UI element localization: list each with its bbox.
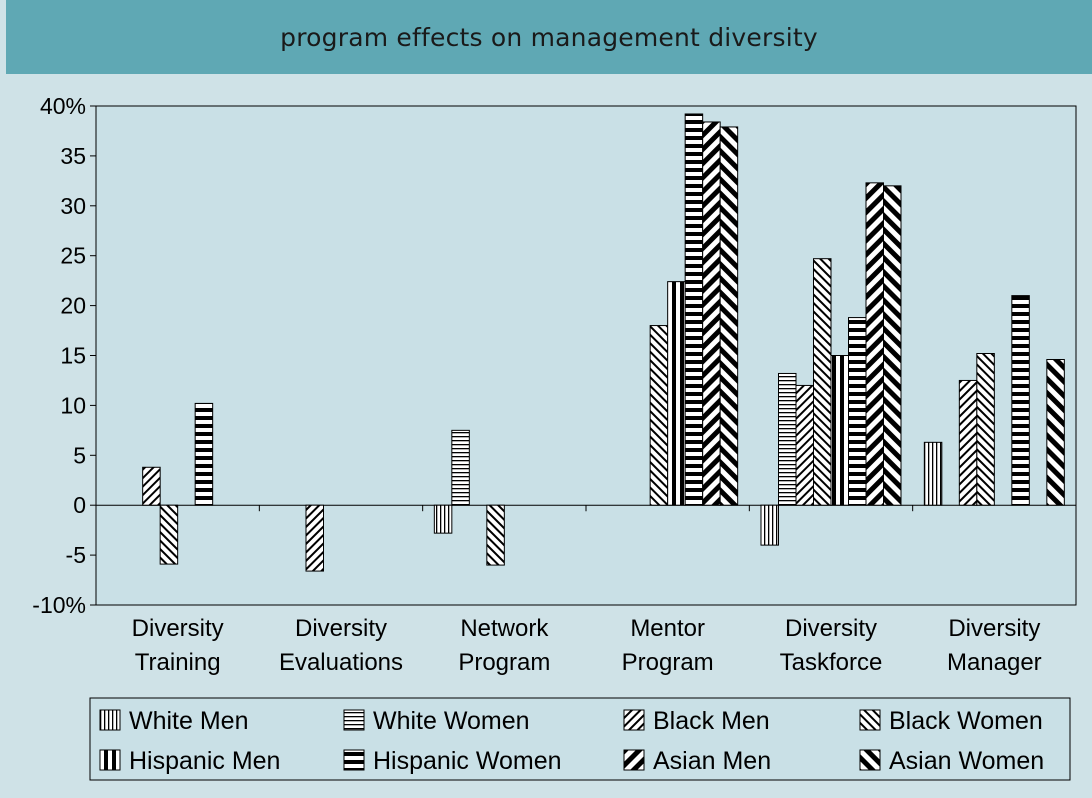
x-category-label: Diversity Taskforce <box>780 615 883 676</box>
x-category-label: Mentor Program <box>622 615 714 676</box>
y-tick-label: 35 <box>60 143 86 169</box>
legend-label: Hispanic Men <box>129 747 280 775</box>
x-category-label: Diversity Training <box>132 615 224 676</box>
legend-swatch <box>343 709 365 731</box>
bar-hispanic-men <box>667 281 686 506</box>
bar-black-women <box>813 258 832 506</box>
legend-label: Black Men <box>653 707 770 735</box>
bar-white-women <box>778 372 797 506</box>
y-tick-label: 25 <box>60 243 86 269</box>
y-tick-label: -5 <box>66 542 86 568</box>
y-tick-label: 0 <box>73 492 86 518</box>
bar-white-men <box>760 504 779 546</box>
x-category-label: Diversity Evaluations <box>279 615 403 676</box>
legend-label: White Women <box>373 707 530 735</box>
bar-black-women <box>159 504 179 565</box>
x-category-label-line: Program <box>458 649 550 676</box>
legend-label: Asian Women <box>889 747 1044 775</box>
x-category-label-line: Mentor <box>630 615 705 642</box>
x-category-label-line: Evaluations <box>279 649 403 676</box>
x-category-label-line: Program <box>622 649 714 676</box>
x-category-label-line: Training <box>135 649 221 676</box>
bar-hispanic-women <box>1011 295 1030 506</box>
y-tick-label: 40% <box>40 93 86 119</box>
legend-label: White Men <box>129 707 248 735</box>
bar-black-men <box>795 384 814 506</box>
x-category-label-line: Diversity <box>948 615 1040 642</box>
bar-black-men <box>142 466 161 506</box>
bar-asian-women <box>883 185 902 506</box>
x-category-label-line: Diversity <box>785 615 877 642</box>
plot-area <box>95 105 1077 606</box>
legend-swatch <box>343 749 365 771</box>
bar-asian-men <box>702 121 721 506</box>
bar-black-women <box>976 353 995 506</box>
y-tick-label: 15 <box>60 343 86 369</box>
bar-black-women <box>486 504 505 566</box>
bar-hispanic-women <box>848 317 867 506</box>
bar-black-women <box>649 325 669 506</box>
legend-swatch <box>99 709 121 731</box>
legend-swatch <box>623 709 645 731</box>
bar-black-men <box>305 504 324 572</box>
bar-hispanic-women <box>684 113 704 506</box>
legend-swatch <box>623 749 645 771</box>
bar-hispanic-men <box>830 355 849 506</box>
y-tick-label: -10% <box>32 592 86 618</box>
y-tick-label: 20 <box>60 293 86 319</box>
bar-black-men <box>958 379 978 506</box>
x-category-label-line: Diversity <box>295 615 387 642</box>
legend-label: Hispanic Women <box>373 747 562 775</box>
bar-asian-women <box>719 126 739 506</box>
bar-white-men <box>433 504 453 534</box>
x-category-label: Diversity Manager <box>947 615 1042 676</box>
x-category-label-line: Taskforce <box>780 649 883 676</box>
x-category-label-line: Diversity <box>132 615 224 642</box>
chart-header: program effects on management diversity <box>6 0 1092 74</box>
legend-swatch <box>99 749 121 771</box>
x-category-label-line: Manager <box>947 649 1042 676</box>
bar-hispanic-women <box>194 402 214 506</box>
legend-swatch <box>859 709 881 731</box>
legend-box <box>89 697 1071 781</box>
bar-asian-men <box>865 182 884 506</box>
legend-swatch <box>859 749 881 771</box>
bar-white-women <box>451 429 470 506</box>
y-tick-label: 5 <box>73 442 86 468</box>
chart-title: program effects on management diversity <box>280 22 818 52</box>
y-tick-label: 30 <box>60 193 86 219</box>
y-tick-label: 10 <box>60 392 86 418</box>
x-category-label-line: Network <box>460 615 549 642</box>
legend-label: Asian Men <box>653 747 771 775</box>
legend-label: Black Women <box>889 707 1043 735</box>
bar-asian-women <box>1046 358 1065 506</box>
x-category-label: Network Program <box>458 615 550 676</box>
bar-white-men <box>923 441 943 506</box>
